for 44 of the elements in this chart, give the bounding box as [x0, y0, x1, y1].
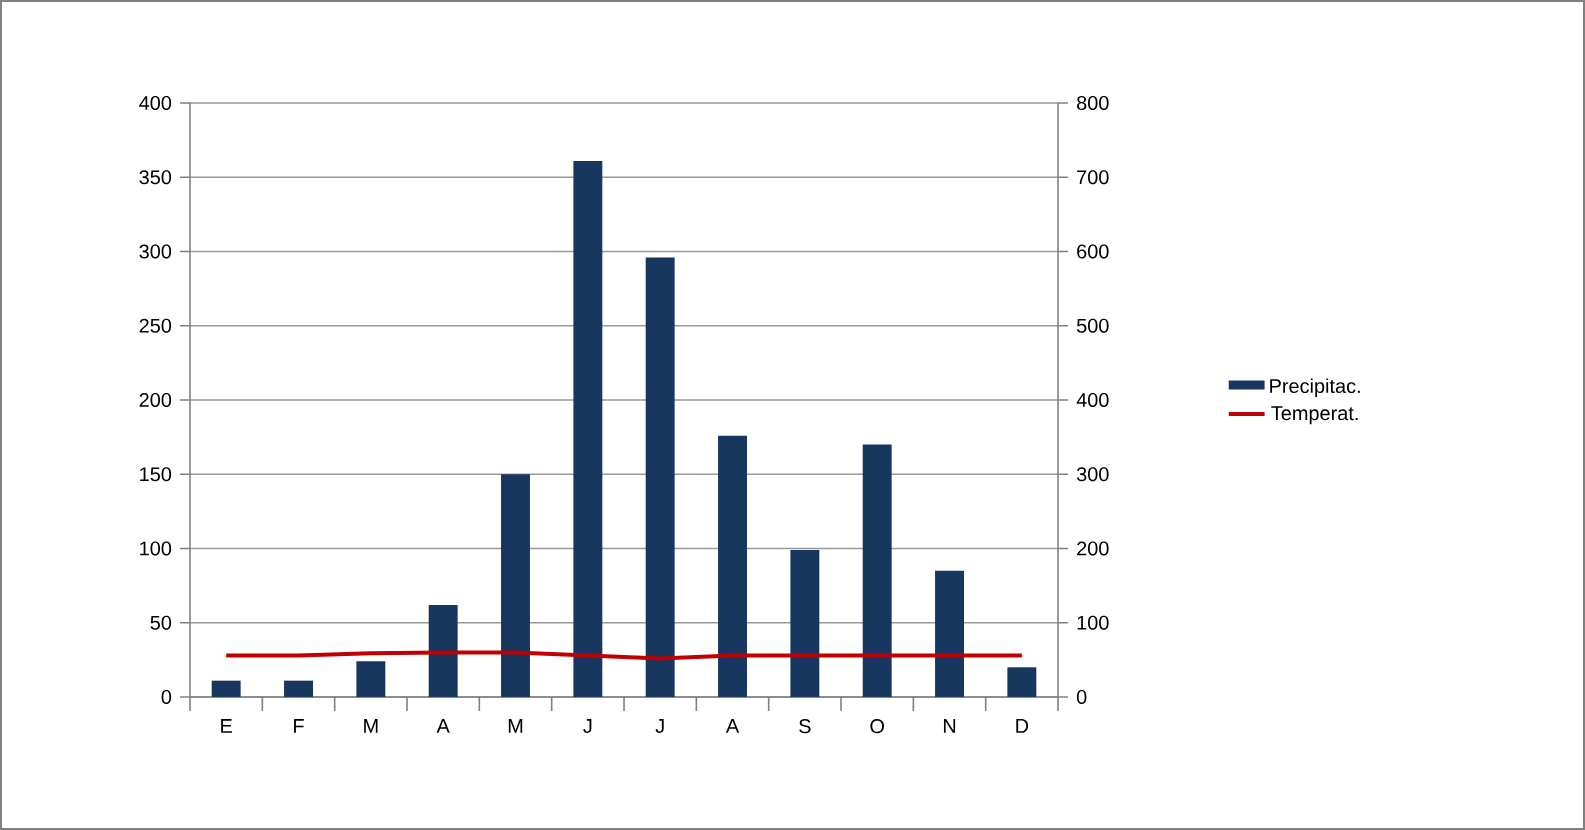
y2-tick-label: 500 — [1076, 318, 1109, 333]
bar — [501, 474, 530, 697]
legend-label: Precipitac. — [1270, 378, 1360, 398]
y-tick-label: 300 — [139, 244, 172, 259]
y-tick-label: 100 — [140, 541, 172, 556]
y2-tick-label: 200 — [1077, 541, 1109, 556]
bar — [573, 160, 603, 697]
y-tick-label: 250 — [139, 318, 172, 333]
bar — [356, 661, 386, 697]
x-tick-label: M — [364, 719, 378, 733]
bar — [1007, 667, 1037, 697]
y-tick-label: 400 — [139, 95, 172, 111]
bar — [428, 604, 458, 697]
x-tick-label: N — [943, 719, 956, 733]
y2-tick-label: 400 — [1076, 392, 1109, 408]
y2-tick-label: 0 — [1076, 689, 1087, 705]
bar — [284, 680, 313, 697]
y2-tick-label: 300 — [1076, 467, 1109, 482]
x-tick-label: S — [799, 719, 811, 734]
bar — [862, 444, 892, 697]
x-tick-label: O — [870, 719, 884, 734]
bar — [645, 257, 675, 697]
y2-tick-label: 700 — [1077, 170, 1109, 185]
y-tick-label: 50 — [150, 615, 172, 630]
x-tick-label: A — [436, 719, 450, 733]
x-tick-label: E — [221, 719, 232, 733]
bar — [790, 549, 820, 697]
x-tick-label: A — [725, 719, 740, 733]
y-tick-label: 350 — [139, 170, 172, 185]
bar — [935, 570, 964, 697]
y-tick-label: 200 — [139, 392, 172, 408]
x-tick-label: D — [1016, 719, 1029, 733]
y-tick-label: 150 — [140, 467, 172, 482]
bar — [211, 680, 241, 697]
x-tick-label: J — [655, 719, 664, 734]
y-tick-label: 0 — [161, 689, 172, 705]
bar — [718, 435, 747, 697]
x-tick-label: J — [583, 719, 592, 734]
y2-tick-label: 100 — [1077, 615, 1109, 630]
legend-label: Temperat. — [1271, 406, 1358, 425]
y2-tick-label: 800 — [1077, 95, 1109, 111]
x-tick-label: M — [508, 719, 523, 733]
x-tick-label: F — [294, 719, 304, 733]
y2-tick-label: 600 — [1077, 244, 1109, 259]
